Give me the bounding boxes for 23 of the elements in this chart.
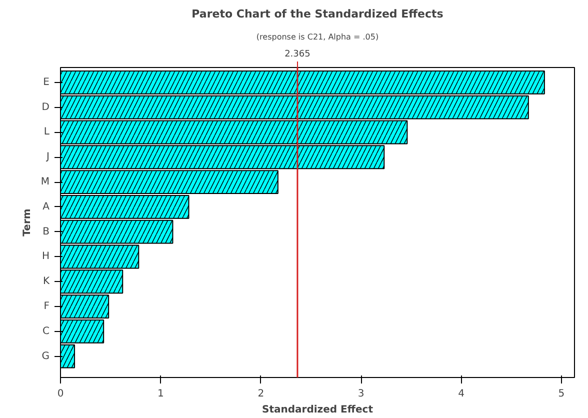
x-tick-label: 5 — [558, 388, 565, 400]
y-tick-label: K — [42, 276, 50, 288]
y-tick-label: C — [42, 326, 50, 337]
x-axis-title: Standardized Effect — [262, 404, 374, 416]
ref-line-label: 2.365 — [284, 50, 310, 60]
y-tick-label: J — [46, 152, 50, 163]
x-tick-label: 0 — [57, 388, 64, 400]
x-tick-label: 1 — [158, 388, 164, 400]
y-tick-label: D — [42, 102, 50, 113]
x-tick-label: 3 — [358, 388, 364, 400]
y-tick-label: F — [44, 301, 50, 312]
chart-subtitle: (response is C21, Alpha = .05) — [256, 32, 379, 42]
y-axis-title: Term — [22, 208, 33, 236]
y-tick-label: L — [44, 126, 50, 138]
x-tick-label: 4 — [458, 388, 464, 400]
y-tick-label: M — [40, 176, 50, 188]
y-tick-label: H — [42, 251, 50, 262]
y-tick-label: E — [43, 76, 50, 88]
x-tick-label: 2 — [258, 388, 264, 400]
y-tick-label: B — [42, 226, 50, 238]
y-tick-label: G — [42, 350, 50, 362]
chart-title: Pareto Chart of the Standardized Effects — [192, 8, 444, 20]
y-tick-label: A — [42, 201, 50, 212]
